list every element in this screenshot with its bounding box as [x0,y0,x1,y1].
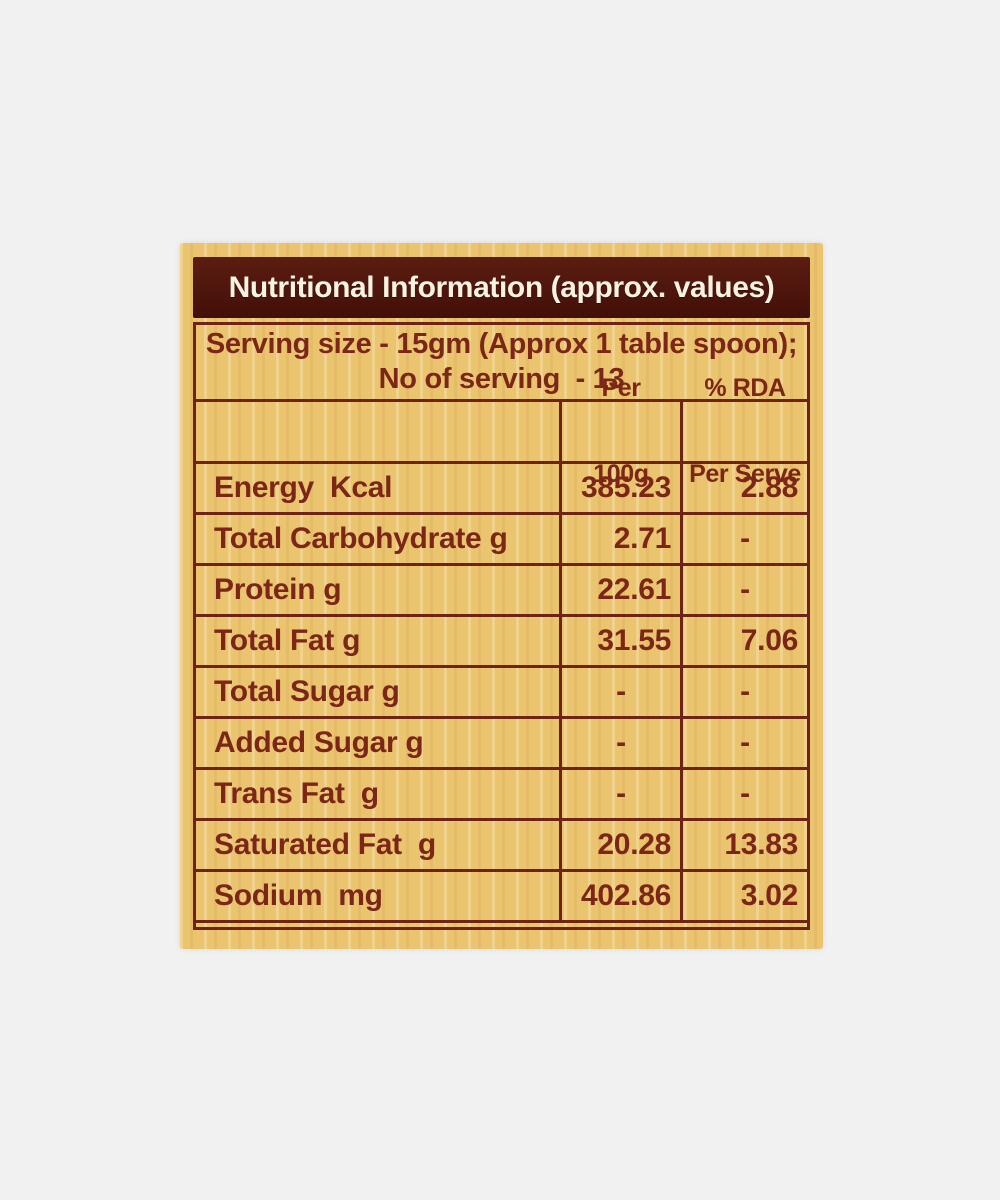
per-100g-value: 22.61 [559,566,680,614]
per-100g-line1: Per [601,374,641,402]
rda-value: 3.02 [680,872,807,920]
nutrient-name: Total Fat g [214,624,361,657]
per-100g-value: - [559,668,680,716]
rda-value: - [680,770,807,818]
nutrition-table: Serving size - 15gm (Approx 1 table spoo… [193,322,810,930]
per-100g-value: - [559,719,680,767]
table-row-added-sugar: Added Sugar g - - [196,719,807,770]
rda-value: 13.83 [680,821,807,869]
serving-info: Serving size - 15gm (Approx 1 table spoo… [196,325,807,402]
nutrient-name: Saturated Fat g [214,828,436,861]
table-row-total-sugar: Total Sugar g - - [196,668,807,719]
per-100g-value: - [559,770,680,818]
col-header-rda-per-serve: % RDA Per Serve [680,374,807,488]
nutrition-label: Nutritional Information (approx. values)… [180,243,823,949]
nutrient-name: Sodium mg [214,879,383,912]
nutrient-name: Energy Kcal [214,471,393,504]
number-of-servings-text: No of serving - 13 [378,363,625,395]
nutrient-name: Total Carbohydrate g [214,522,508,555]
rda-value: - [680,515,807,563]
per-100g-value: 2.71 [559,515,680,563]
per-100g-value: 402.86 [559,872,680,920]
rda-value: 7.06 [680,617,807,665]
nutrient-name: Protein g [214,573,342,606]
rda-value: - [680,566,807,614]
col-header-per-100g: Per 100g [559,374,680,488]
table-row-saturated-fat: Saturated Fat g 20.28 13.83 [196,821,807,872]
per-100g-line2: 100g [593,460,649,489]
table-row-total-fat: Total Fat g 31.55 7.06 [196,617,807,668]
table-row-sodium: Sodium mg 402.86 3.02 [196,872,807,923]
nutrient-name: Total Sugar g [214,675,400,708]
rda-line2: Per Serve [689,460,801,489]
serving-size-text: Serving size - 15gm (Approx 1 table spoo… [205,327,798,360]
nutrient-name: Trans Fat g [214,777,379,810]
table-row-protein: Protein g 22.61 - [196,566,807,617]
label-title: Nutritional Information (approx. values) [228,270,775,304]
rda-value: - [680,719,807,767]
rda-value: 2.88 [680,464,807,512]
per-100g-value: 31.55 [559,617,680,665]
per-100g-value: 20.28 [559,821,680,869]
rda-line1: % RDA [704,374,786,402]
column-header-row: Per 100g % RDA Per Serve [196,374,807,488]
label-header-bar: Nutritional Information (approx. values) [193,257,810,318]
table-row-trans-fat: Trans Fat g - - [196,770,807,821]
nutrient-name: Added Sugar g [214,726,424,759]
col-header-nutrient [196,402,559,461]
per-100g-value: 385.23 [559,464,680,512]
table-row-total-carbohydrate: Total Carbohydrate g 2.71 - [196,515,807,566]
table-row-energy: Energy Kcal 385.23 2.88 [196,464,807,515]
rda-value: - [680,668,807,716]
